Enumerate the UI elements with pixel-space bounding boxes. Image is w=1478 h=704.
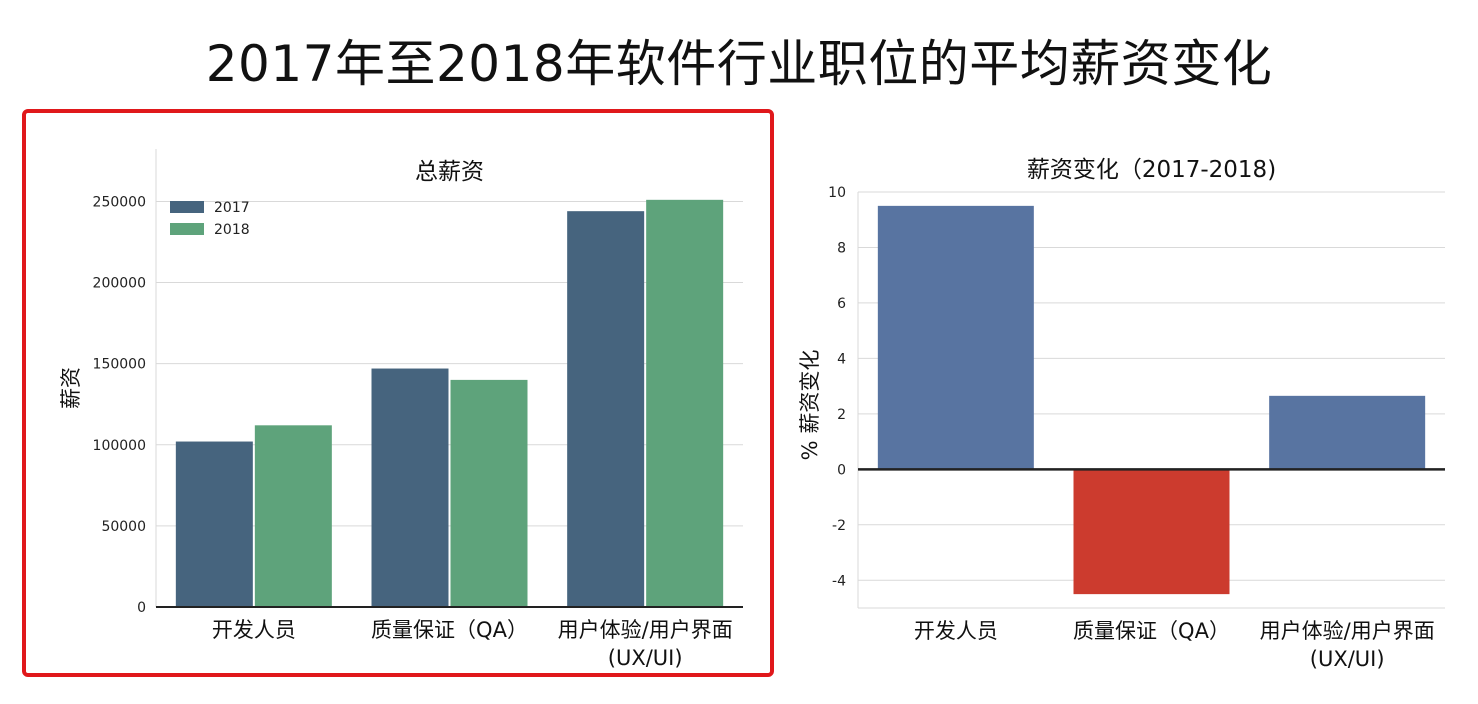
x-tick-label: 开发人员 — [914, 619, 998, 643]
bar-2017-1 — [371, 368, 449, 607]
y-tick-label: 4 — [837, 351, 846, 367]
x-tick-label: 用户体验/用户界面(UX/UI) — [558, 618, 733, 670]
y-tick-label: 50000 — [101, 519, 146, 535]
left-chart-panel: 0 50000 100000 150000 200000 250000 开发人员 质量保证（Q… — [22, 109, 774, 677]
legend-swatch-2018 — [170, 223, 204, 235]
y-axis-label: % 薪资变化 — [798, 350, 822, 461]
bar-2018-2 — [646, 199, 724, 608]
y-tick-label: 10 — [828, 185, 846, 201]
bar-1 — [1073, 469, 1230, 595]
y-tick-label: 100000 — [93, 438, 146, 454]
y-tick-label: 6 — [837, 296, 846, 312]
bar-0 — [877, 205, 1034, 470]
legend-swatch-2017 — [170, 201, 204, 213]
y-tick-label: -4 — [832, 573, 846, 589]
x-tick-label: 质量保证（QA） — [1073, 619, 1230, 643]
y-tick-label: 0 — [137, 600, 146, 616]
bar-2 — [1269, 395, 1426, 470]
bar-2018-1 — [450, 379, 528, 607]
salary-change-chart: -4 -2 0 2 4 6 8 10 开发人员 质量保证（QA） 用户体验/用户界面(UX/UI) 薪… — [798, 157, 1445, 671]
x-tick-label: 开发人员 — [212, 618, 296, 642]
y-tick-label: 2 — [837, 407, 846, 423]
y-tick-label: 250000 — [93, 194, 146, 210]
page-title: 2017年至2018年软件行业职位的平均薪资变化 — [205, 35, 1273, 93]
bar-2017-0 — [175, 441, 253, 607]
y-tick-label: 0 — [837, 462, 846, 478]
bar-2017-2 — [567, 211, 645, 607]
x-tick-label: 用户体验/用户界面(UX/UI) — [1260, 619, 1435, 671]
y-tick-label: 8 — [837, 240, 846, 256]
chart-title: 薪资变化（2017-2018) — [1027, 157, 1276, 183]
bar-2018-0 — [254, 425, 332, 607]
chart-title: 总薪资 — [415, 159, 484, 185]
y-tick-label: -2 — [832, 518, 846, 534]
legend-label-2018: 2018 — [214, 222, 250, 238]
y-axis-label: 薪资 — [59, 367, 83, 409]
x-tick-label: 质量保证（QA） — [371, 618, 528, 642]
total-salary-chart: 0 50000 100000 150000 200000 250000 开发人员 质量保证（Q… — [59, 149, 743, 670]
right-chart-panel: -4 -2 0 2 4 6 8 10 开发人员 质量保证（QA） 用户体验/用户界面(UX/UI) 薪… — [790, 120, 1470, 690]
y-tick-label: 200000 — [93, 276, 146, 292]
legend-label-2017: 2017 — [214, 200, 250, 216]
y-tick-label: 150000 — [93, 357, 146, 373]
